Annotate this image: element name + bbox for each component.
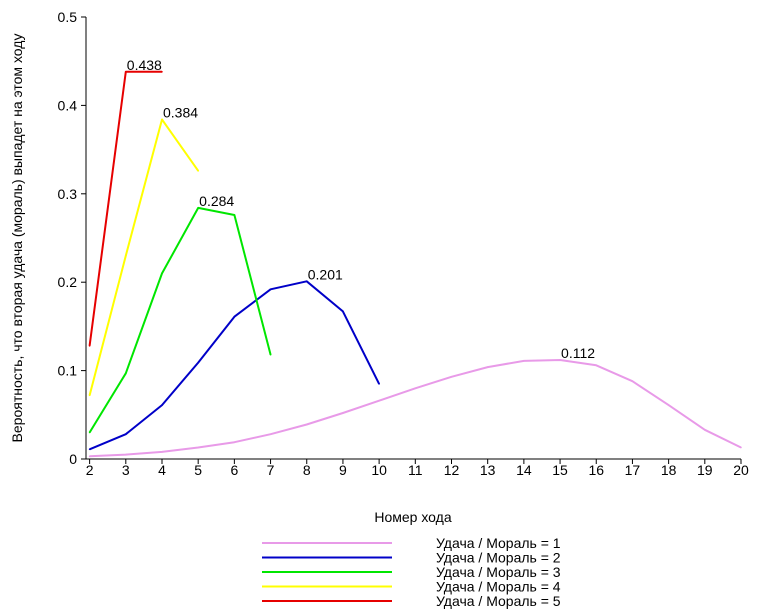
data-point: [704, 429, 706, 431]
x-tick-label: 8: [303, 462, 311, 478]
y-axis-label: Вероятность, что вторая удача (мораль) в…: [9, 34, 25, 443]
peak-label-3: 0.284: [199, 193, 234, 209]
y-tick-label: 0.4: [58, 97, 78, 113]
series-line-2: [89, 280, 380, 451]
data-point: [161, 71, 163, 73]
x-tick-label: 14: [516, 462, 532, 478]
peak-label-2: 0.201: [308, 266, 343, 282]
legend-label-4: Удача / Мораль = 4: [436, 579, 561, 595]
y-tick-label: 0.1: [58, 363, 78, 379]
x-tick-label: 17: [625, 462, 641, 478]
data-point: [161, 118, 163, 121]
data-point: [450, 375, 453, 378]
data-point: [667, 404, 670, 406]
data-point: [342, 310, 344, 313]
data-point: [88, 448, 91, 451]
data-point: [559, 359, 561, 361]
data-point: [233, 441, 236, 444]
series-line-3: [88, 206, 272, 434]
peak-label-4: 0.384: [163, 105, 198, 121]
x-tick-label: 16: [588, 462, 604, 478]
x-tick-label: 7: [267, 462, 275, 478]
data-point: [88, 345, 91, 347]
data-point: [486, 366, 489, 368]
data-point: [378, 383, 380, 385]
axes: [85, 17, 741, 460]
data-point: [125, 453, 127, 456]
data-point: [125, 433, 127, 436]
x-tick-label: 13: [480, 462, 496, 478]
x-tick-label: 18: [661, 462, 677, 478]
data-point: [305, 423, 308, 426]
data-point: [740, 446, 742, 449]
data-point: [305, 280, 308, 283]
data-point: [88, 455, 91, 458]
data-point: [197, 446, 199, 449]
x-tick-label: 5: [194, 462, 202, 478]
data-point: [414, 387, 417, 390]
data-point: [161, 272, 163, 275]
x-tick-label: 19: [697, 462, 713, 478]
y-tick-label: 0.3: [58, 186, 78, 202]
data-point: [125, 254, 127, 257]
y-tick-label: 0.2: [58, 274, 78, 290]
x-tick-label: 4: [158, 462, 166, 478]
x-tick-label: 9: [339, 462, 347, 478]
x-tick-label: 11: [408, 462, 423, 478]
data-point: [631, 380, 634, 383]
peak-label-1: 0.112: [561, 345, 595, 361]
legend-label-1: Удача / Мораль = 1: [436, 535, 561, 551]
data-point: [269, 288, 272, 291]
data-point: [125, 71, 127, 73]
x-tick-label: 3: [122, 462, 130, 478]
data-point: [233, 214, 236, 216]
data-point: [378, 399, 380, 402]
data-point: [342, 412, 344, 414]
data-point: [269, 433, 272, 436]
series-layer: [88, 70, 742, 458]
legend-label-5: Удача / Мораль = 5: [436, 593, 561, 609]
y-tick-label: 0.5: [58, 9, 78, 25]
data-point: [161, 451, 163, 453]
data-point: [88, 431, 91, 434]
data-point: [197, 207, 199, 209]
x-tick-label: 2: [86, 462, 94, 478]
data-point: [161, 404, 163, 406]
data-point: [269, 353, 272, 356]
x-axis-label: Номер хода: [374, 509, 451, 525]
series-line-4: [88, 118, 200, 396]
x-tick-label: 20: [733, 462, 749, 478]
x-tick-label: 6: [230, 462, 238, 478]
data-point: [523, 360, 525, 362]
x-tick-label: 12: [444, 462, 460, 478]
y-tick-label: 0: [69, 451, 77, 467]
data-labels: 0.112 0.201 0.284 0.384 0.438: [127, 57, 595, 361]
peak-label-5: 0.438: [127, 57, 162, 73]
data-point: [197, 361, 199, 364]
data-point: [125, 372, 127, 375]
legend-label-3: Удача / Мораль = 3: [436, 564, 561, 580]
legend-label-2: Удача / Мораль = 2: [436, 550, 561, 566]
x-tick-label: 10: [371, 462, 387, 478]
data-point: [233, 315, 236, 318]
tick-marks: 2 3 4 5 6 7 8 9 10 11 12 13 14 15 16 17 18 19 20 0 0.1 0.2 0.3…: [58, 9, 749, 478]
x-tick-label: 15: [552, 462, 568, 478]
data-point: [88, 394, 91, 397]
data-point: [197, 170, 199, 172]
data-point: [595, 364, 598, 367]
